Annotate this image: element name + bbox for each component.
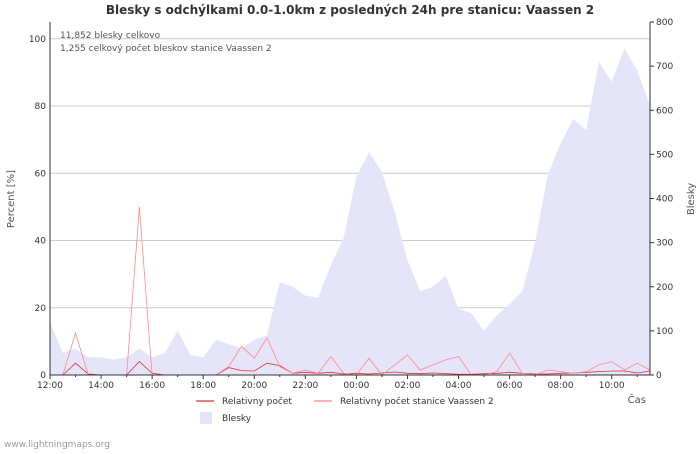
x-tick-label: 18:00	[190, 381, 216, 391]
y-left-tick-label: 20	[35, 304, 47, 314]
annotation-station: 1,255 celkový počet bleskov stanice Vaas…	[60, 43, 272, 54]
y-right-tick-label: 500	[656, 150, 673, 160]
y-right-tick-label: 100	[656, 327, 673, 337]
x-tick-label: 22:00	[292, 381, 318, 391]
legend: Relativny počet Relativny počet stanice V…	[196, 396, 494, 424]
x-tick-label: 06:00	[497, 381, 523, 391]
chart-title: Blesky s odchýlkami 0.0-1.0km z posledný…	[106, 3, 594, 17]
series-line-relativny-pocet	[62, 361, 651, 376]
area-layer	[50, 48, 650, 375]
series-area-blesky	[50, 48, 650, 375]
x-axis-label: Čas	[628, 393, 646, 406]
y-right-tick-label: 400	[656, 195, 673, 205]
y-left-tick-label: 80	[35, 102, 47, 112]
x-tick-label: 20:00	[241, 381, 267, 391]
y-axis-right-label: Blesky	[686, 183, 697, 215]
y-right-tick-label: 0	[656, 371, 662, 381]
footer-source: www.lightningmaps.org	[4, 440, 110, 450]
annotation-total: 11,852 blesky celkovo	[60, 31, 161, 41]
axis-layer: 0 20 40 60 80 100 0 100 200 300 400 500 600 700 800 12:…	[29, 18, 674, 391]
x-tick-label: 00:00	[343, 381, 369, 391]
y-right-tick-label: 200	[656, 283, 673, 293]
y-right-tick-label: 600	[656, 106, 673, 116]
y-left-tick-label: 0	[40, 371, 46, 381]
x-tick-label: 14:00	[88, 381, 114, 391]
x-tick-label: 16:00	[139, 381, 165, 391]
y-right-tick-label: 800	[656, 18, 673, 28]
x-tick-label: 04:00	[446, 381, 472, 391]
legend-label-relativny-pocet: Relativny počet	[222, 396, 292, 407]
y-left-tick-label: 40	[35, 237, 47, 247]
y-right-tick-label: 300	[656, 239, 673, 249]
x-tick-label: 08:00	[548, 381, 574, 391]
y-axis-left-label: Percent [%]	[6, 170, 17, 228]
y-left-tick-label: 100	[29, 35, 46, 45]
x-tick-label: 12:00	[37, 381, 63, 391]
legend-swatch-blesky	[200, 412, 212, 424]
x-tick-label: 10:00	[599, 381, 625, 391]
x-tick-label: 02:00	[394, 381, 420, 391]
legend-label-blesky: Blesky	[222, 414, 252, 424]
legend-label-relativny-pocet-stanice: Relativny počet stanice Vaassen 2	[340, 396, 494, 407]
y-right-tick-label: 700	[656, 62, 673, 72]
y-left-tick-label: 60	[35, 169, 47, 179]
